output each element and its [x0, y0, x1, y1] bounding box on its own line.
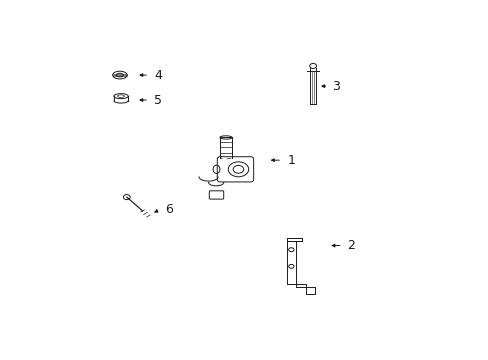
Text: 1: 1 — [287, 154, 295, 167]
Text: 5: 5 — [154, 94, 162, 107]
Text: 3: 3 — [331, 80, 339, 93]
Text: 6: 6 — [165, 203, 173, 216]
Text: 2: 2 — [346, 239, 354, 252]
Text: 4: 4 — [154, 68, 162, 82]
